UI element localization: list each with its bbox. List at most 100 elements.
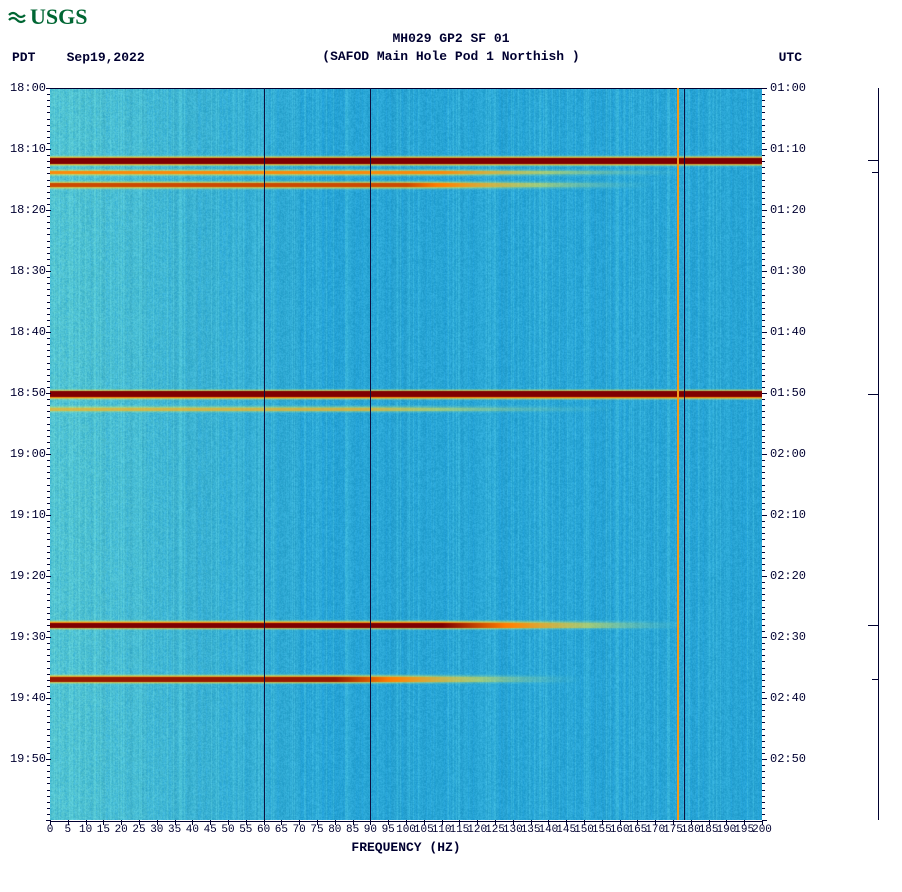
y-minor-tick [762, 448, 765, 449]
y-minor-tick [47, 472, 50, 473]
y-minor-tick [762, 478, 765, 479]
y-minor-tick [47, 424, 50, 425]
y-minor-tick [762, 668, 765, 669]
y-minor-tick [47, 777, 50, 778]
y-right-label: 02:30 [770, 630, 806, 644]
y-left-label: 19:30 [0, 630, 46, 644]
y-left-label: 19:20 [0, 569, 46, 583]
y-minor-tick [47, 753, 50, 754]
y-minor-tick [762, 539, 765, 540]
y-minor-tick [762, 808, 765, 809]
y-left-label: 18:50 [0, 386, 46, 400]
y-minor-tick [762, 295, 765, 296]
y-minor-tick [762, 302, 765, 303]
y-minor-tick [762, 326, 765, 327]
y-minor-tick [762, 765, 765, 766]
y-minor-tick [762, 460, 765, 461]
y-minor-tick [47, 216, 50, 217]
y-minor-tick [762, 680, 765, 681]
y-minor-tick [47, 796, 50, 797]
y-minor-tick [762, 546, 765, 547]
y-minor-tick [47, 180, 50, 181]
y-minor-tick [47, 661, 50, 662]
y-minor-tick [47, 289, 50, 290]
y-minor-tick [47, 167, 50, 168]
y-minor-tick [762, 161, 765, 162]
y-minor-tick [47, 277, 50, 278]
y-minor-tick [47, 497, 50, 498]
y-minor-tick [47, 802, 50, 803]
y-minor-tick [762, 735, 765, 736]
y-minor-tick [762, 338, 765, 339]
y-minor-tick [762, 771, 765, 772]
aux-event-mark [868, 394, 878, 395]
y-minor-tick [762, 710, 765, 711]
y-minor-tick [47, 161, 50, 162]
y-minor-tick [47, 247, 50, 248]
y-minor-tick [47, 692, 50, 693]
y-minor-tick [762, 381, 765, 382]
y-right-label: 02:20 [770, 569, 806, 583]
y-right-label: 01:30 [770, 264, 806, 278]
left-tz: PDT [12, 50, 35, 65]
x-tick-label: 200 [752, 824, 772, 836]
x-tick-label: 35 [168, 824, 181, 836]
y-minor-tick [47, 399, 50, 400]
y-major-tick [46, 698, 51, 699]
y-major-tick [46, 759, 51, 760]
y-minor-tick [762, 600, 765, 601]
y-minor-tick [762, 186, 765, 187]
y-minor-tick [47, 735, 50, 736]
station-line: MH029 GP2 SF 01 [0, 30, 902, 48]
y-right-label: 02:50 [770, 752, 806, 766]
y-minor-tick [47, 680, 50, 681]
y-minor-tick [762, 521, 765, 522]
y-minor-tick [47, 375, 50, 376]
y-minor-tick [762, 509, 765, 510]
y-minor-tick [47, 710, 50, 711]
y-minor-tick [762, 265, 765, 266]
y-major-tick [762, 576, 767, 577]
y-minor-tick [762, 216, 765, 217]
y-minor-tick [47, 741, 50, 742]
y-minor-tick [762, 155, 765, 156]
y-major-tick [46, 271, 51, 272]
y-minor-tick [762, 692, 765, 693]
y-minor-tick [762, 399, 765, 400]
y-minor-tick [47, 295, 50, 296]
y-minor-tick [47, 771, 50, 772]
y-minor-tick [762, 674, 765, 675]
y-minor-tick [47, 564, 50, 565]
y-minor-tick [47, 106, 50, 107]
y-minor-tick [762, 753, 765, 754]
y-major-tick [762, 454, 767, 455]
y-minor-tick [762, 314, 765, 315]
y-major-tick [762, 210, 767, 211]
y-major-tick [46, 637, 51, 638]
y-minor-tick [47, 436, 50, 437]
y-minor-tick [47, 137, 50, 138]
y-minor-tick [762, 350, 765, 351]
y-left-label: 19:00 [0, 447, 46, 461]
x-tick-label: 10 [79, 824, 92, 836]
y-major-tick [46, 210, 51, 211]
y-left-label: 19:50 [0, 752, 46, 766]
y-minor-tick [762, 729, 765, 730]
y-minor-tick [762, 491, 765, 492]
y-minor-tick [762, 442, 765, 443]
y-minor-tick [762, 356, 765, 357]
y-minor-tick [47, 100, 50, 101]
y-minor-tick [47, 491, 50, 492]
y-minor-tick [762, 192, 765, 193]
y-minor-tick [762, 558, 765, 559]
y-minor-tick [47, 503, 50, 504]
y-minor-tick [762, 814, 765, 815]
y-minor-tick [762, 180, 765, 181]
x-tick-label: 65 [275, 824, 288, 836]
y-minor-tick [762, 747, 765, 748]
y-minor-tick [762, 802, 765, 803]
x-tick-label: 15 [97, 824, 110, 836]
y-major-tick [46, 576, 51, 577]
y-minor-tick [762, 320, 765, 321]
y-minor-tick [762, 173, 765, 174]
